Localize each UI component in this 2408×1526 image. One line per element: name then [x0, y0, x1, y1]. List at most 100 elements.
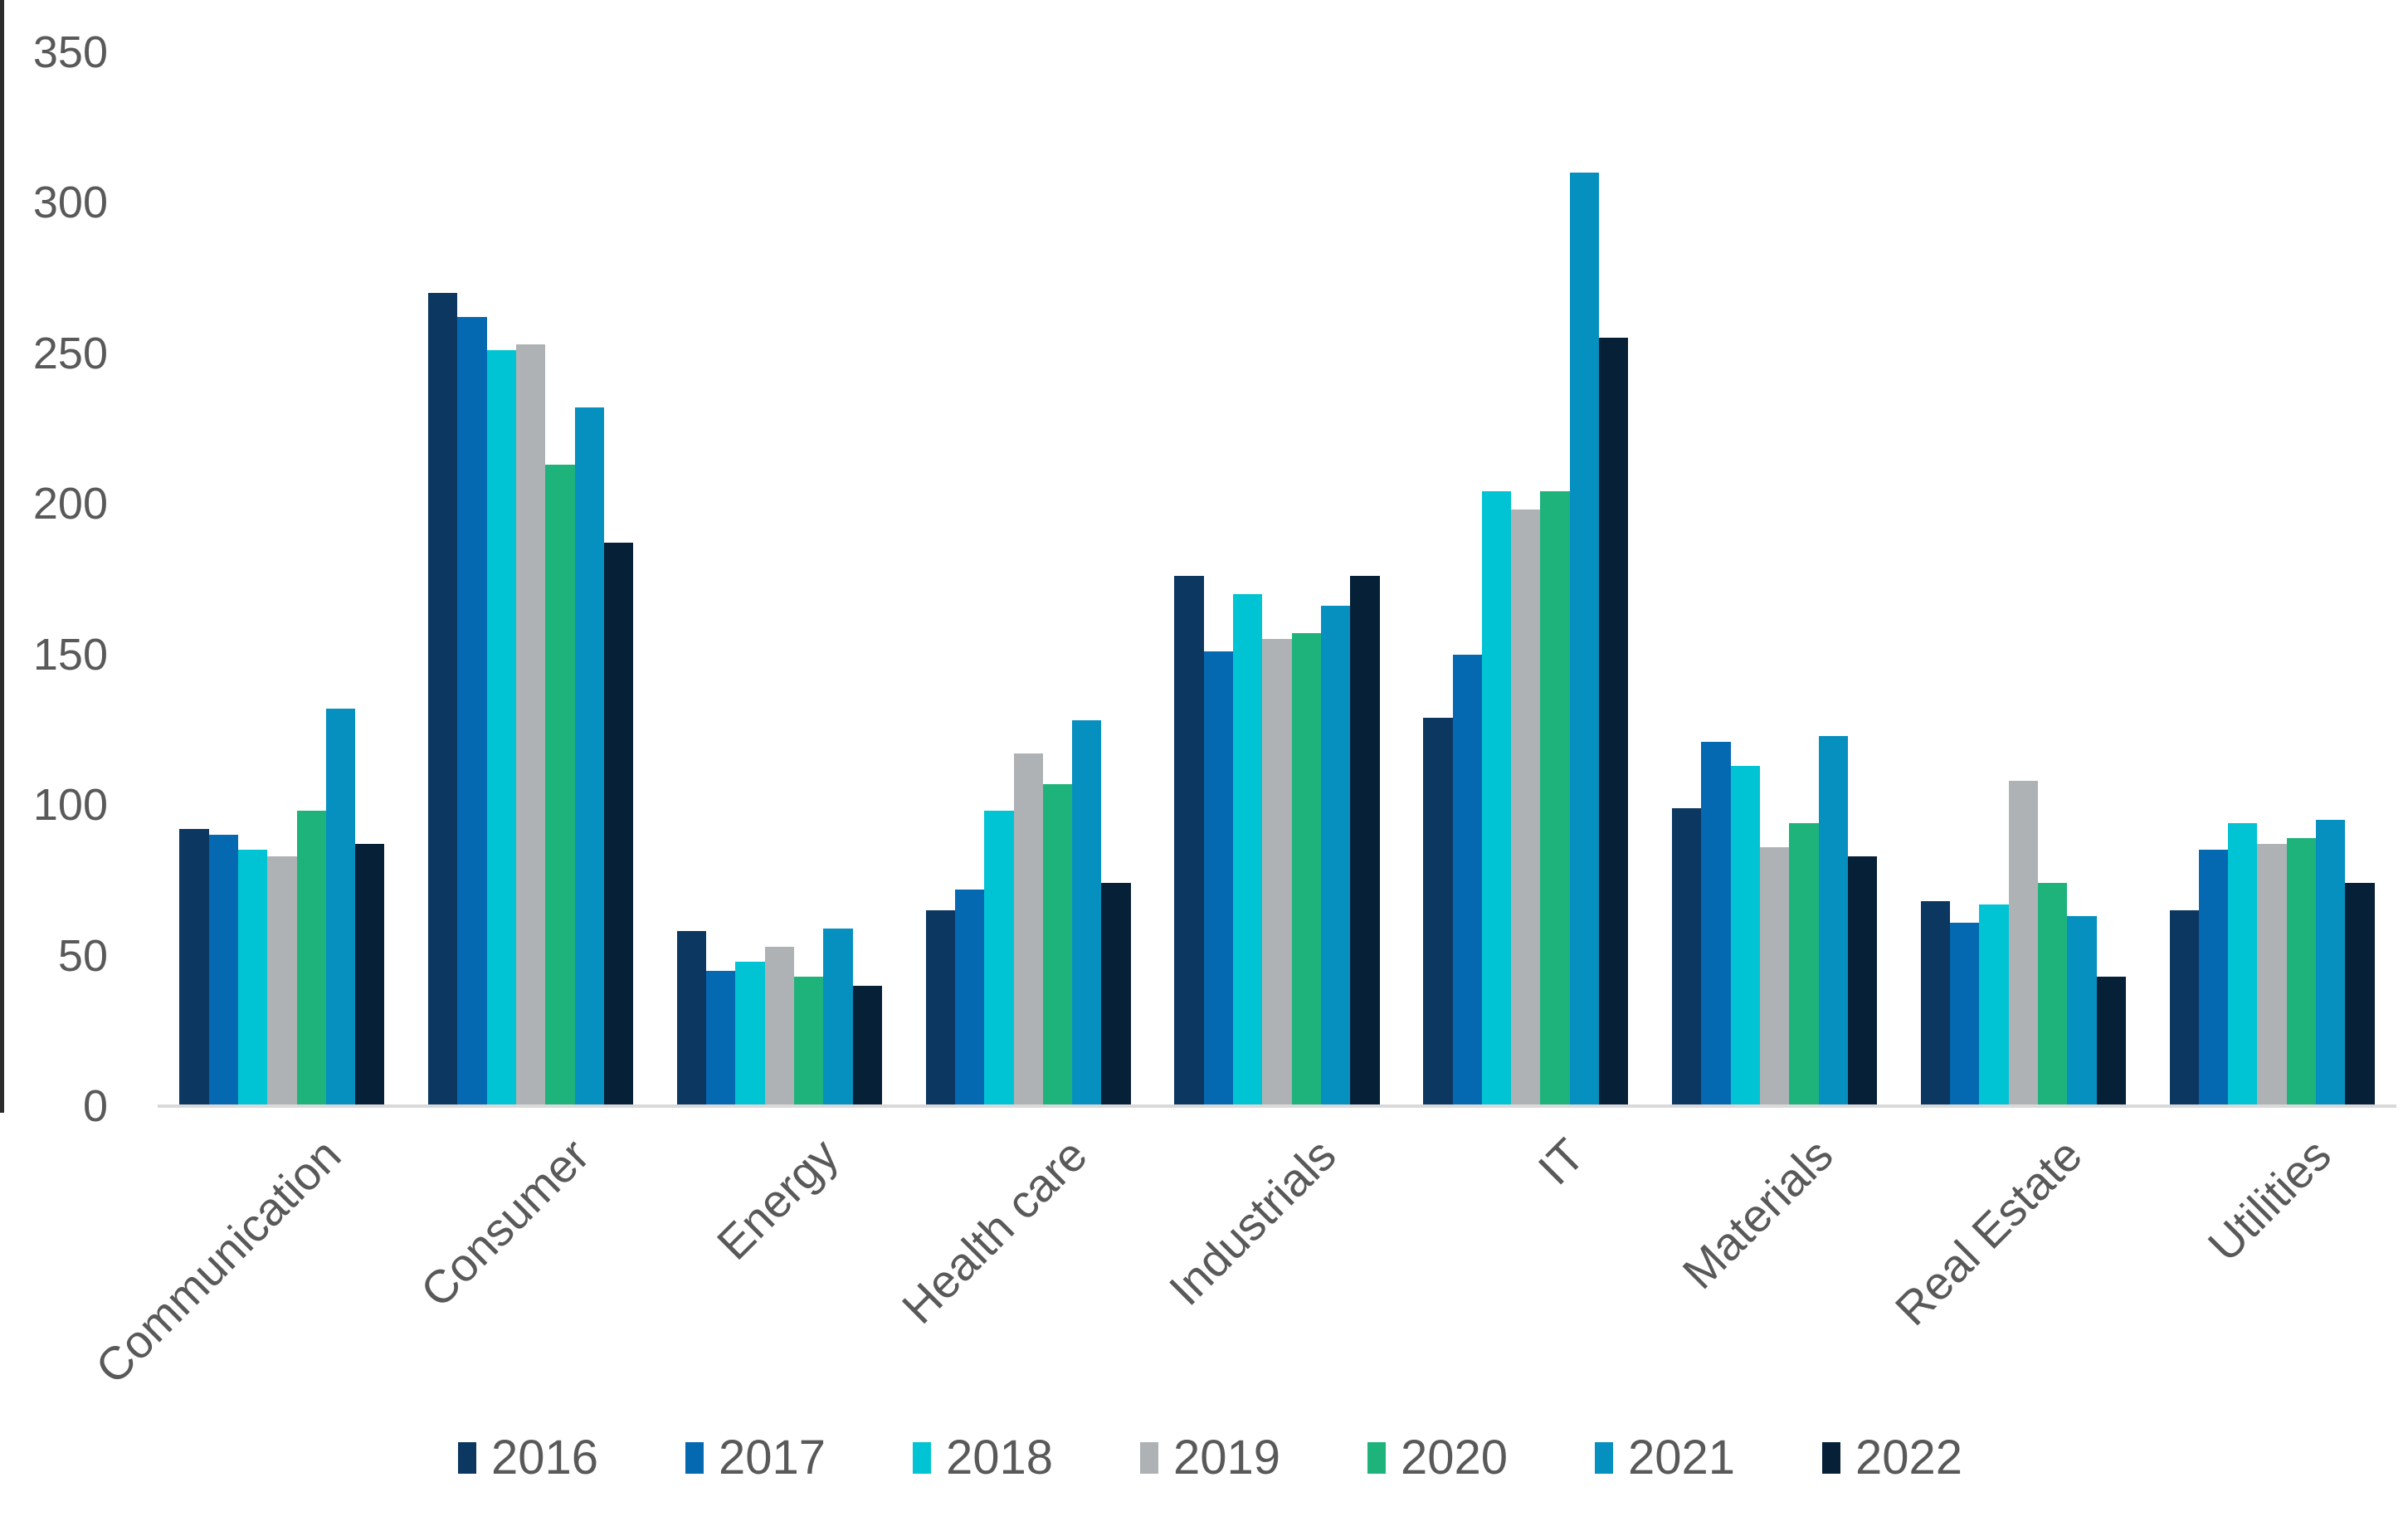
bar-utilities-2017[interactable]: [2198, 850, 2229, 1104]
x-category-label-utilities: Utilities: [2197, 1128, 2341, 1272]
bar-utilities-2020[interactable]: [2286, 837, 2317, 1104]
bar-real-estate-2020[interactable]: [2037, 883, 2068, 1104]
bar-health-care-2017[interactable]: [954, 889, 985, 1104]
legend-swatch-icon: [1822, 1442, 1840, 1474]
bar-real-estate-2018[interactable]: [1979, 904, 2009, 1104]
bar-health-care-2022[interactable]: [1101, 883, 1131, 1104]
legend-item-2019[interactable]: 2019: [1140, 1434, 1280, 1482]
bar-real-estate-2017[interactable]: [1950, 922, 1980, 1104]
bar-it-2020[interactable]: [1540, 491, 1570, 1104]
bar-consumer-2020[interactable]: [545, 464, 575, 1104]
bar-industrials-2017[interactable]: [1203, 651, 1234, 1104]
legend-label: 2020: [1401, 1431, 1509, 1485]
bar-communication-2017[interactable]: [208, 835, 238, 1104]
legend-item-2021[interactable]: 2021: [1595, 1434, 1735, 1482]
bar-it-2021[interactable]: [1569, 172, 1600, 1104]
x-category-label-health-care: Health care: [891, 1128, 1097, 1333]
y-tick-label-0: 0: [82, 1081, 108, 1131]
y-tick-label-350: 350: [32, 27, 108, 77]
bar-energy-2021[interactable]: [823, 928, 853, 1104]
bar-industrials-2016[interactable]: [1174, 576, 1204, 1104]
legend-label: 2021: [1628, 1431, 1736, 1485]
bar-communication-2020[interactable]: [296, 811, 326, 1104]
bar-communication-2018[interactable]: [237, 850, 268, 1104]
x-category-label-it: IT: [1528, 1128, 1595, 1195]
bar-utilities-2019[interactable]: [2257, 844, 2287, 1104]
x-axis-line: [158, 1104, 2396, 1108]
legend-swatch-icon: [1367, 1442, 1386, 1474]
x-category-label-materials: Materials: [1672, 1128, 1843, 1299]
bar-industrials-2022[interactable]: [1350, 576, 1380, 1104]
y-tick-label-150: 150: [32, 629, 108, 680]
bar-utilities-2021[interactable]: [2316, 820, 2346, 1104]
bar-energy-2019[interactable]: [764, 946, 795, 1104]
y-tick-label-50: 50: [57, 930, 108, 981]
legend-swatch-icon: [685, 1442, 704, 1474]
bar-materials-2016[interactable]: [1672, 807, 1702, 1104]
bar-health-care-2019[interactable]: [1013, 753, 1043, 1104]
bar-consumer-2017[interactable]: [457, 316, 487, 1104]
chart-left-border: [0, 0, 4, 1113]
bar-energy-2022[interactable]: [852, 985, 882, 1104]
legend-item-2017[interactable]: 2017: [685, 1434, 826, 1482]
bar-it-2017[interactable]: [1452, 654, 1482, 1104]
x-category-label-energy: Energy: [706, 1128, 848, 1270]
bar-consumer-2019[interactable]: [516, 344, 546, 1104]
bar-real-estate-2021[interactable]: [2067, 916, 2097, 1104]
bar-it-2022[interactable]: [1599, 338, 1629, 1104]
x-category-label-industrials: Industrials: [1158, 1128, 1346, 1315]
bar-communication-2016[interactable]: [179, 829, 209, 1104]
bar-utilities-2018[interactable]: [2228, 822, 2258, 1104]
bar-utilities-2016[interactable]: [2169, 910, 2199, 1104]
bar-industrials-2018[interactable]: [1233, 593, 1263, 1104]
legend-label: 2016: [491, 1431, 599, 1485]
bar-consumer-2016[interactable]: [428, 292, 458, 1104]
legend-label: 2017: [719, 1431, 826, 1485]
bar-energy-2018[interactable]: [735, 961, 765, 1104]
y-tick-label-300: 300: [32, 178, 108, 227]
bar-communication-2021[interactable]: [325, 708, 356, 1104]
legend-item-2018[interactable]: 2018: [913, 1434, 1053, 1482]
bar-materials-2020[interactable]: [1789, 822, 1819, 1104]
bar-industrials-2020[interactable]: [1291, 633, 1321, 1104]
legend-swatch-icon: [458, 1442, 476, 1474]
bar-real-estate-2022[interactable]: [2096, 976, 2126, 1104]
bar-consumer-2022[interactable]: [603, 543, 634, 1104]
bar-communication-2022[interactable]: [355, 844, 385, 1104]
legend-item-2022[interactable]: 2022: [1822, 1434, 1962, 1482]
y-tick-label-100: 100: [32, 780, 108, 830]
bar-real-estate-2019[interactable]: [2008, 780, 2038, 1104]
legend-swatch-icon: [913, 1442, 931, 1474]
bar-health-care-2021[interactable]: [1072, 720, 1102, 1104]
bar-industrials-2021[interactable]: [1320, 606, 1351, 1104]
bar-industrials-2019[interactable]: [1262, 639, 1292, 1104]
x-category-label-communication: Communication: [85, 1128, 351, 1394]
bar-energy-2020[interactable]: [794, 976, 824, 1104]
bar-consumer-2021[interactable]: [574, 407, 604, 1104]
bar-it-2018[interactable]: [1481, 491, 1512, 1104]
bar-consumer-2018[interactable]: [486, 349, 516, 1104]
bar-it-2016[interactable]: [1423, 717, 1453, 1104]
bar-materials-2017[interactable]: [1701, 741, 1731, 1104]
bar-energy-2016[interactable]: [676, 931, 707, 1104]
bar-materials-2018[interactable]: [1730, 765, 1760, 1104]
y-tick-label-200: 200: [32, 479, 108, 529]
bar-health-care-2020[interactable]: [1042, 783, 1073, 1104]
legend-label: 2018: [946, 1431, 1054, 1485]
legend-swatch-icon: [1140, 1442, 1158, 1474]
bar-utilities-2022[interactable]: [2345, 883, 2375, 1104]
bar-health-care-2016[interactable]: [925, 910, 955, 1104]
bar-materials-2019[interactable]: [1759, 846, 1790, 1104]
legend-item-2020[interactable]: 2020: [1367, 1434, 1508, 1482]
legend-label: 2019: [1173, 1431, 1281, 1485]
bar-communication-2019[interactable]: [267, 856, 297, 1104]
bar-real-estate-2016[interactable]: [1920, 901, 1951, 1104]
bar-it-2019[interactable]: [1511, 509, 1541, 1104]
bar-health-care-2018[interactable]: [984, 811, 1014, 1104]
y-tick-label-250: 250: [32, 328, 108, 378]
legend-item-2016[interactable]: 2016: [458, 1434, 598, 1482]
bar-materials-2022[interactable]: [1847, 856, 1878, 1104]
bar-energy-2017[interactable]: [706, 970, 736, 1104]
bar-materials-2021[interactable]: [1818, 735, 1848, 1104]
